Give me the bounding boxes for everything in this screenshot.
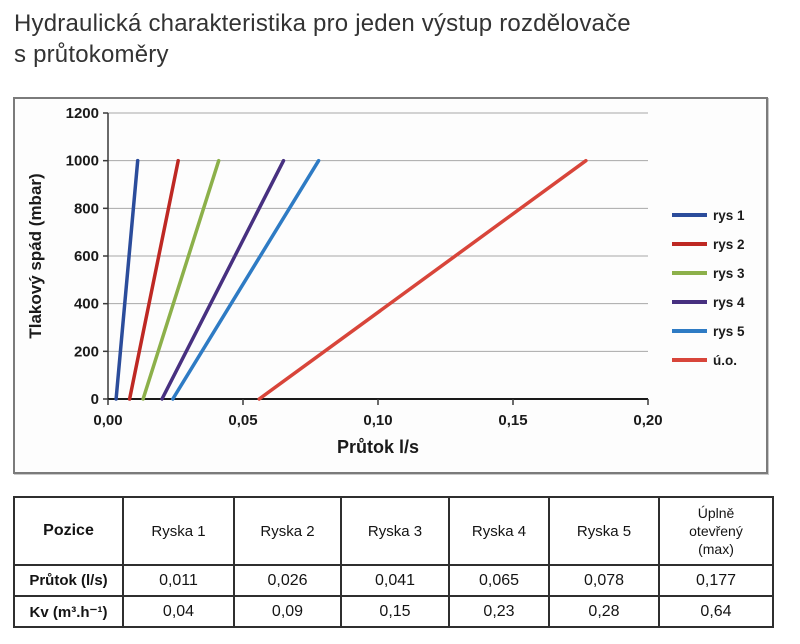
table-header-ryska-1: Ryska 1 [122, 496, 235, 566]
table-cell: 0,15 [340, 595, 450, 628]
y-tick-label: 600 [74, 248, 99, 265]
table-cell: 0,28 [548, 595, 660, 628]
page-title-line1: Hydraulická charakteristika pro jeden vý… [14, 10, 631, 37]
table-cell: 0,041 [340, 564, 450, 597]
table-cell: 0,026 [233, 564, 342, 597]
x-tick-label: 0,05 [228, 412, 257, 429]
table-header-row: Pozice Ryska 1 Ryska 2 Ryska 3 Ryska 4 R… [13, 496, 774, 566]
y-tick-label: 200 [74, 343, 99, 360]
hydraulic-characteristic-chart: 0 200 400 600 800 1000 1200 0,00 0,05 0,10 0,15 0,2… [26, 105, 745, 457]
table-cell: 0,065 [448, 564, 550, 597]
page-title-line2: s průtokoměry [14, 41, 169, 68]
chart-frame: 0 200 400 600 800 1000 1200 0,00 0,05 0,10 0,15 0,2… [13, 97, 768, 474]
row-label-prutok: Průtok (l/s) [13, 564, 124, 597]
flow-values-table: Pozice Ryska 1 Ryska 2 Ryska 3 Ryska 4 R… [13, 496, 774, 628]
x-tick-label: 0,20 [633, 412, 662, 429]
legend-label-rys-1: rys 1 [713, 208, 745, 223]
series-line--o- [257, 158, 588, 401]
series-line-rys-1 [114, 158, 140, 401]
table-cell: 0,09 [233, 595, 342, 628]
y-tick-label: 400 [74, 296, 99, 313]
y-tick-label: 1200 [66, 105, 99, 122]
x-axis-title: Průtok l/s [337, 437, 419, 457]
legend-label-rys-2: rys 2 [713, 237, 745, 252]
series-line-rys-2 [127, 158, 180, 401]
table-row-prutok: Průtok (l/s) 0,011 0,026 0,041 0,065 0,0… [13, 564, 774, 597]
legend-label--o-: ú.o. [713, 353, 737, 368]
table-header-pozice: Pozice [13, 496, 124, 566]
y-tick-label: 800 [74, 200, 99, 217]
table-header-ryska-5: Ryska 5 [548, 496, 660, 566]
series-line-rys-5 [171, 158, 321, 401]
x-tick-label: 0,10 [363, 412, 392, 429]
legend-label-rys-3: rys 3 [713, 266, 745, 281]
legend-label-rys-5: rys 5 [713, 324, 745, 339]
table-cell: 0,011 [122, 564, 235, 597]
table-header-ryska-2: Ryska 2 [233, 496, 342, 566]
y-tick-label: 1000 [66, 153, 99, 170]
table-cell: 0,078 [548, 564, 660, 597]
page-title: Hydraulická charakteristika pro jeden vý… [14, 8, 734, 70]
series-line-rys-3 [141, 158, 221, 401]
table-header-ryska-4: Ryska 4 [448, 496, 550, 566]
x-tick-label: 0,00 [93, 412, 122, 429]
series-line-rys-4 [160, 158, 286, 401]
y-axis-title: Tlakový spád (mbar) [26, 173, 45, 338]
row-label-kv: Kv (m³.h⁻¹) [13, 595, 124, 628]
table-header-ryska-3: Ryska 3 [340, 496, 450, 566]
legend-label-rys-4: rys 4 [713, 295, 745, 310]
x-tick-label: 0,15 [498, 412, 527, 429]
table-cell: 0,04 [122, 595, 235, 628]
y-tick-label: 0 [91, 391, 99, 408]
table-cell: 0,64 [658, 595, 774, 628]
table-cell: 0,23 [448, 595, 550, 628]
table-row-kv: Kv (m³.h⁻¹) 0,04 0,09 0,15 0,23 0,28 0,6… [13, 595, 774, 628]
table-cell: 0,177 [658, 564, 774, 597]
table-header-fully-open: Úplně otevřený (max) [658, 496, 774, 566]
